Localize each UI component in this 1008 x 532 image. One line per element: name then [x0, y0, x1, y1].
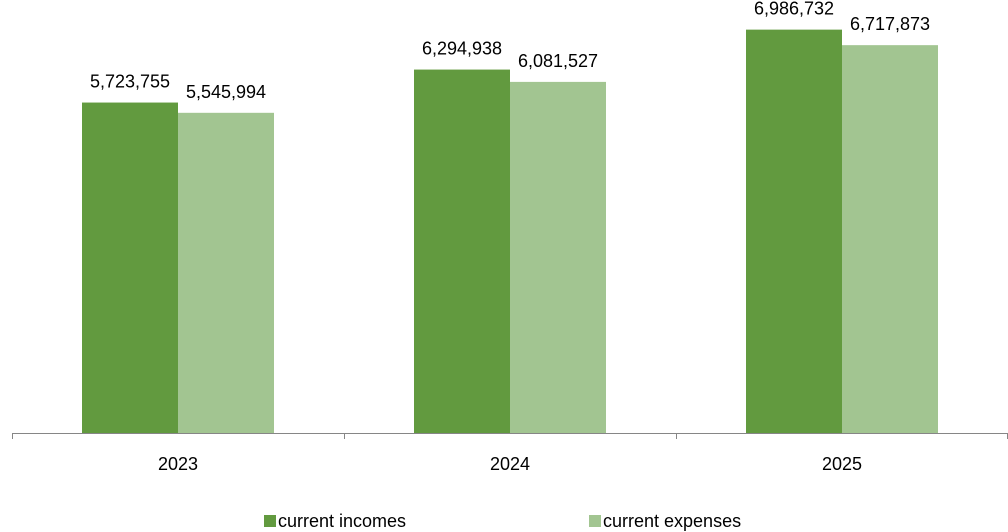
x-axis: [12, 433, 1008, 439]
data-label-incomes-2025: 6,986,732: [754, 0, 834, 19]
data-label-incomes-2023: 5,723,755: [90, 72, 170, 92]
legend-label: current expenses: [603, 511, 741, 531]
legend-swatch: [589, 515, 601, 527]
data-label-expenses-2025: 6,717,873: [850, 14, 930, 34]
chart-data-labels: 5,723,755 5,545,994 6,294,938 6,081,527 6,98…: [90, 0, 930, 102]
chart-legend: current incomes current expenses: [264, 511, 741, 531]
bar-expenses-2025: [842, 45, 938, 434]
data-label-expenses-2024: 6,081,527: [518, 51, 598, 71]
x-axis-tick-labels: 2023 2024 2025: [158, 454, 862, 474]
bar-incomes-2025: [746, 29, 842, 434]
legend-item-incomes: current incomes: [264, 511, 406, 531]
bar-expenses-2024: [510, 81, 606, 433]
legend-item-expenses: current expenses: [589, 511, 741, 531]
x-tick-label-2024: 2024: [490, 454, 530, 474]
bar-incomes-2023: [82, 102, 178, 433]
chart-bars: [82, 29, 938, 434]
x-tick-label-2023: 2023: [158, 454, 198, 474]
data-label-expenses-2023: 5,545,994: [186, 82, 266, 102]
legend-label: current incomes: [278, 511, 406, 531]
bar-incomes-2024: [414, 69, 510, 434]
data-label-incomes-2024: 6,294,938: [422, 39, 502, 59]
x-tick-label-2025: 2025: [822, 454, 862, 474]
legend-swatch: [264, 515, 276, 527]
bar-expenses-2023: [178, 112, 274, 433]
